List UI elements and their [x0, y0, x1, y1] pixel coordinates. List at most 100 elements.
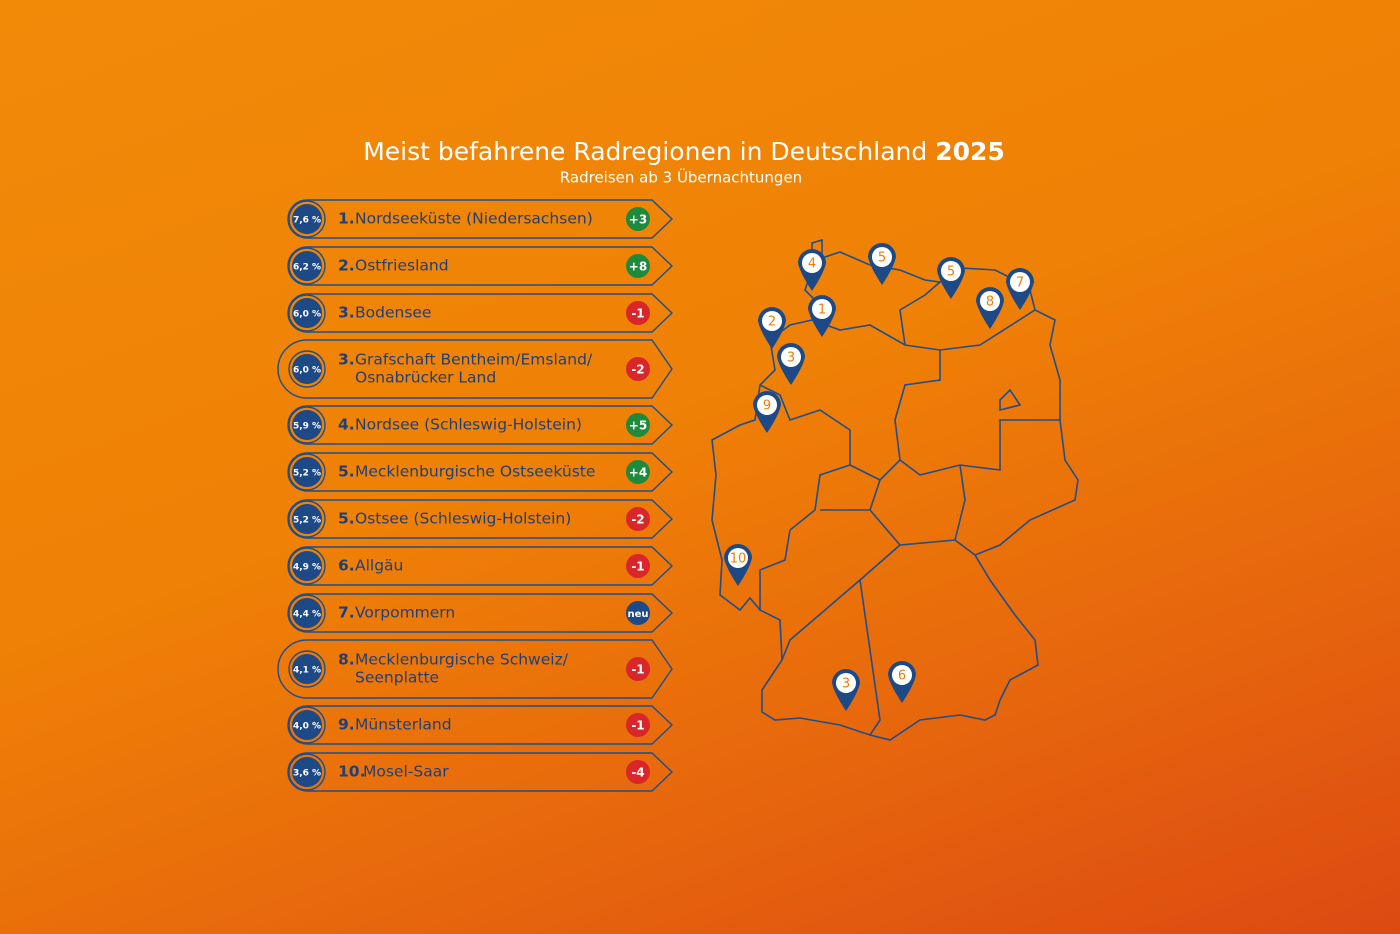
change-badge [626, 301, 650, 325]
change-value: +4 [629, 466, 647, 480]
row-frame [287, 293, 674, 333]
pin-center [836, 673, 856, 693]
pin-label: 9 [763, 399, 771, 414]
change-badge [626, 760, 650, 784]
share-value: 4,0 % [293, 722, 321, 732]
change-badge [626, 507, 650, 531]
rank: 5. [338, 510, 355, 528]
change-badge [626, 554, 650, 578]
map-borders [759, 281, 1060, 736]
share-ring [288, 500, 326, 538]
share-ring [288, 650, 326, 688]
ranking-row: 6,0 % 3. Grafschaft Bentheim/Emsland/Osnab… [277, 339, 673, 399]
region-name: Vorpommern [355, 604, 455, 622]
map-pin: 7 [1006, 268, 1034, 310]
share-badge [292, 298, 322, 328]
region-name: Mecklenburgische Schweiz/ [355, 651, 569, 669]
share-ring [288, 350, 326, 388]
map-pin: 9 [753, 391, 781, 433]
share-value: 6,2 % [293, 263, 321, 273]
change-badge [626, 713, 650, 737]
rank: 4. [338, 416, 355, 434]
region-name: Ostfriesland [355, 257, 449, 275]
share-badge [292, 654, 322, 684]
rank: 6. [338, 557, 355, 575]
change-value: -4 [631, 766, 644, 780]
pin-label: 8 [986, 295, 994, 310]
change-value: -2 [631, 363, 644, 377]
ranking-row: 4,9 % 6. Allgäu -1 [287, 546, 674, 586]
pin-center [728, 548, 748, 568]
share-badge [292, 504, 322, 534]
change-value: +8 [629, 260, 647, 274]
row-frame [287, 452, 674, 492]
map-pin: 3 [832, 669, 860, 711]
region-name: Osnabrücker Land [355, 369, 496, 387]
rank: 8. [338, 651, 355, 669]
region-name: Nordseeküste (Niedersachsen) [355, 210, 593, 228]
change-badge [626, 254, 650, 278]
pin-label: 2 [768, 315, 776, 330]
map-pin: 1 [808, 295, 836, 337]
rank: 3. [338, 304, 355, 322]
share-badge [292, 551, 322, 581]
region-name: Seenplatte [355, 669, 439, 687]
change-badge [626, 413, 650, 437]
change-value: +5 [629, 419, 647, 433]
map-pin: 5 [867, 242, 896, 285]
map-pin: 2 [758, 307, 786, 349]
map-pin: 5 [937, 257, 965, 299]
region-name: Mecklenburgische Ostseeküste [355, 463, 595, 481]
pin-label: 7 [1016, 276, 1024, 291]
rank: 3. [338, 351, 355, 369]
share-ring [288, 247, 326, 285]
change-value: -1 [631, 307, 644, 321]
share-ring [288, 594, 326, 632]
pin-label: 3 [787, 351, 795, 366]
pin-center [872, 247, 892, 267]
share-ring [288, 294, 326, 332]
pin-label: 5 [878, 251, 886, 266]
share-ring [288, 547, 326, 585]
share-value: 5,9 % [293, 422, 321, 432]
share-badge [292, 251, 322, 281]
row-frame [287, 593, 674, 633]
title: Meist befahrene Radregionen in Deutschla… [363, 137, 1005, 166]
change-badge [626, 207, 650, 231]
pin-label: 3 [842, 677, 850, 692]
pin-label: 4 [808, 257, 816, 272]
ranking-row: 5,2 % 5. Ostsee (Schleswig-Holstein) -2 [287, 499, 674, 539]
row-frame [287, 752, 674, 792]
pin-label: 1 [818, 303, 826, 318]
change-value: -1 [631, 663, 644, 677]
region-name: Grafschaft Bentheim/Emsland/ [355, 351, 593, 369]
share-ring [288, 453, 326, 491]
rank: 7. [338, 604, 355, 622]
share-value: 3,6 % [293, 769, 321, 779]
change-badge [626, 601, 650, 625]
change-value: -1 [631, 719, 644, 733]
pin-center [892, 665, 912, 685]
map-outline [711, 238, 1079, 741]
ranking-row: 3,6 % 10.Mosel-Saar -4 [287, 752, 674, 792]
row-frame [287, 499, 674, 539]
change-value: +3 [629, 213, 647, 227]
change-value: -2 [631, 513, 644, 527]
pin-center [757, 395, 777, 415]
map-pin: 3 [777, 343, 805, 385]
map-pin: 6 [888, 661, 916, 703]
share-badge [292, 710, 322, 740]
rank: 5. [338, 463, 355, 481]
row-frame [277, 339, 673, 399]
region-name: Ostsee (Schleswig-Holstein) [355, 510, 571, 528]
rank: 1. [338, 210, 355, 228]
rank: 2. [338, 257, 355, 275]
row-frame [287, 246, 674, 286]
pin-label: 5 [947, 265, 955, 280]
germany-map [711, 238, 1079, 741]
title-text: Meist befahrene Radregionen in Deutschla… [363, 137, 927, 166]
share-badge [292, 354, 322, 384]
pin-label: 10 [730, 552, 747, 567]
row-frame [287, 705, 674, 745]
